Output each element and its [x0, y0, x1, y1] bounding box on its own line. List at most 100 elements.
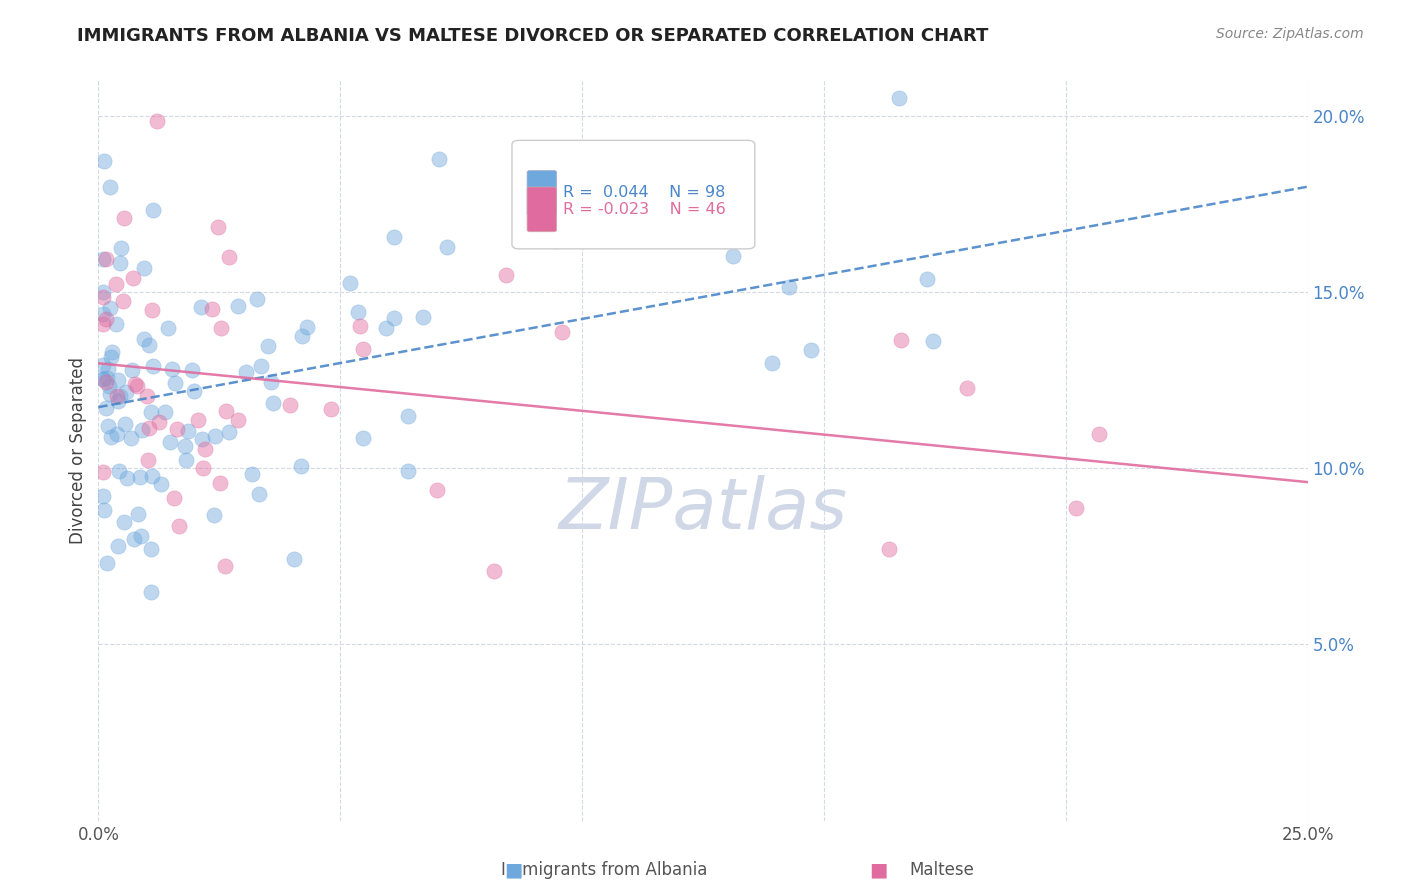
Point [207, 220, 229, 235]
Point [176, 424, 198, 438]
Point [162, 491, 184, 505]
Point [495, 268, 517, 282]
Point [105, 389, 128, 403]
Point [150, 476, 173, 491]
Point [136, 453, 159, 467]
Point [114, 417, 136, 431]
Point [190, 300, 212, 314]
Text: R =  0.044    N = 98: R = 0.044 N = 98 [562, 186, 725, 201]
Point [93, 502, 115, 516]
Point [98, 387, 121, 401]
Point [94, 252, 117, 267]
Y-axis label: Divorced or Separated: Divorced or Separated [69, 357, 87, 544]
Point [346, 304, 368, 318]
Point [257, 339, 280, 353]
Point [226, 413, 249, 427]
Point [115, 471, 138, 485]
Point [166, 422, 188, 436]
Point [544, 235, 567, 249]
Text: ■: ■ [869, 860, 889, 880]
Point [141, 303, 163, 318]
Point [352, 432, 374, 446]
Point [427, 153, 450, 167]
Point [396, 464, 419, 478]
Point [91, 372, 114, 386]
Point [125, 379, 148, 393]
Point [290, 459, 312, 474]
Point [214, 558, 236, 573]
Point [132, 261, 155, 276]
Point [112, 294, 135, 309]
Point [129, 529, 152, 543]
Point [110, 242, 132, 256]
Point [250, 359, 273, 373]
Point [91, 358, 114, 372]
Point [148, 415, 170, 429]
Point [138, 338, 160, 352]
Point [100, 430, 122, 444]
Point [91, 290, 114, 304]
Point [382, 230, 405, 244]
Point [105, 427, 128, 442]
Point [91, 252, 114, 266]
Point [426, 483, 449, 497]
Point [112, 516, 135, 530]
Point [202, 508, 225, 522]
Point [121, 271, 143, 285]
Point [194, 442, 217, 456]
Point [201, 301, 224, 316]
Point [101, 345, 124, 359]
Point [283, 552, 305, 566]
Point [160, 362, 183, 376]
Point [104, 318, 127, 332]
Point [218, 250, 240, 264]
Point [104, 277, 127, 292]
Point [183, 384, 205, 398]
Point [1088, 426, 1111, 441]
Point [163, 376, 186, 390]
Point [723, 249, 745, 263]
Point [321, 401, 343, 416]
Point [97, 418, 120, 433]
Point [98, 180, 121, 194]
Point [108, 389, 131, 403]
Text: ■: ■ [503, 860, 523, 880]
Point [240, 467, 263, 481]
Point [1064, 501, 1087, 516]
Point [484, 564, 506, 578]
Point [375, 321, 398, 335]
Point [91, 285, 114, 299]
Point [382, 310, 405, 325]
Point [141, 542, 163, 557]
Point [169, 519, 191, 533]
Point [120, 431, 142, 445]
Point [96, 556, 118, 570]
Point [260, 375, 283, 389]
Point [107, 394, 129, 409]
Point [108, 256, 131, 270]
Text: ZIPatlas: ZIPatlas [558, 475, 848, 544]
Text: IMMIGRANTS FROM ALBANIA VS MALTESE DIVORCED OR SEPARATED CORRELATION CHART: IMMIGRANTS FROM ALBANIA VS MALTESE DIVOR… [77, 27, 988, 45]
Point [94, 311, 117, 326]
Point [96, 371, 118, 385]
Point [291, 329, 314, 343]
Point [915, 272, 938, 286]
Point [246, 292, 269, 306]
Point [339, 276, 361, 290]
Point [138, 421, 160, 435]
Point [94, 401, 117, 415]
Point [921, 334, 943, 349]
Point [98, 301, 121, 315]
Point [141, 585, 163, 599]
Point [131, 423, 153, 437]
Point [278, 398, 301, 412]
Point [142, 359, 165, 374]
Point [107, 373, 129, 387]
Point [262, 396, 284, 410]
Point [134, 332, 156, 346]
Point [100, 350, 122, 364]
Point [142, 202, 165, 217]
Point [107, 540, 129, 554]
Point [181, 363, 204, 377]
Point [136, 389, 159, 403]
